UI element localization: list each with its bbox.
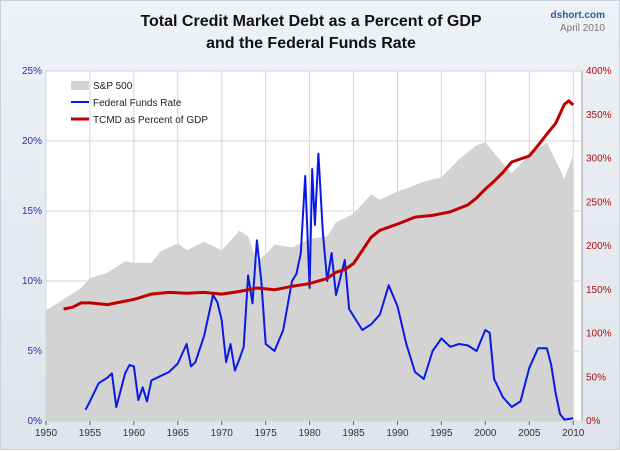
y-right-tick-label: 400% [586,66,612,77]
y-right-tick-label: 300% [586,154,612,165]
x-tick-label: 1975 [255,428,278,439]
y-left-tick-label: 25% [22,66,42,77]
source-label: dshort.com [550,10,605,21]
y-left-tick-label: 5% [28,346,43,357]
y-right-tick-label: 0% [586,416,601,427]
chart-title-line1: Total Credit Market Debt as a Percent of… [140,13,482,30]
x-tick-label: 1950 [35,428,58,439]
legend-label-sp500: S&P 500 [93,81,133,92]
y-left-tick-label: 20% [22,136,42,147]
legend-label-tcmd: TCMD as Percent of GDP [93,115,208,126]
x-tick-label: 1970 [211,428,234,439]
y-left-tick-label: 15% [22,206,42,217]
x-tick-label: 1955 [79,428,102,439]
x-tick-label: 1960 [123,428,146,439]
date-label: April 2010 [559,23,605,34]
series-lines-layer [63,99,575,421]
y-right-tick-label: 200% [586,241,612,252]
y-right-tick-label: 350% [586,110,612,121]
x-tick-label: 1995 [430,428,453,439]
y-right-tick-label: 100% [586,329,612,340]
y-left-tick-label: 0% [28,416,43,427]
y-right-tick-label: 250% [586,197,612,208]
x-tick-label: 2010 [562,428,585,439]
x-tick-label: 2005 [518,428,541,439]
x-tick-label: 1980 [298,428,321,439]
x-tick-label: 2000 [474,428,497,439]
y-left-tick-label: 10% [22,276,42,287]
y-right-tick-label: 50% [586,372,606,383]
legend-swatch-sp500 [71,81,89,90]
series-line-tcmd [63,99,575,311]
x-tick-label: 1985 [342,428,365,439]
y-right-tick-label: 150% [586,285,612,296]
chart-title-line2: and the Federal Funds Rate [206,35,416,52]
legend: S&P 500 Federal Funds Rate TCMD as Perce… [71,81,208,126]
x-tick-label: 1990 [386,428,409,439]
x-tick-label: 1965 [167,428,190,439]
tick-labels-layer: 0% 5% 10% 15% 20% 25% 0% 50% 100% 150% 200% 250% 300… [22,66,612,439]
series-line-fed-funds [84,152,574,421]
legend-label-fed-funds: Federal Funds Rate [93,98,182,109]
